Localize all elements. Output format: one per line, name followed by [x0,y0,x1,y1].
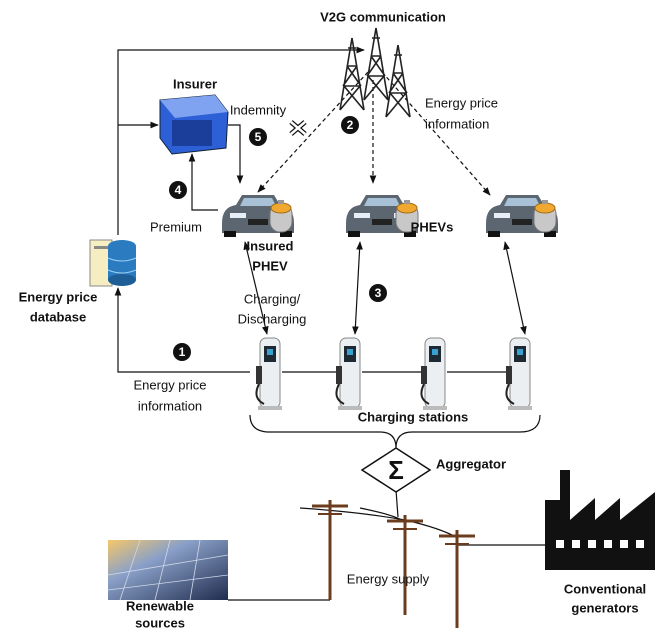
label: Renewable [126,598,194,613]
label: Conventional [564,581,646,596]
insurer-icon [159,94,229,155]
label: Discharging [238,311,307,326]
step-badge: 5 [249,128,267,146]
poles [310,498,477,628]
label: Premium [150,219,202,234]
solar-panels [108,540,228,600]
label: Charging stations [358,409,469,424]
label: information [138,398,202,413]
factory-windows [556,540,644,548]
badge-circle [169,181,187,199]
badge-circle [249,128,267,146]
label: Aggregator [436,456,506,471]
database-icon [89,239,137,287]
badge-number: 3 [375,286,382,300]
label: Indemnity [230,102,287,117]
step-badge: 1 [173,343,191,361]
label: sources [135,615,185,628]
step-badge: 2 [341,116,359,134]
label: Energy price [19,289,98,304]
solar-grid [107,539,229,601]
label: V2G communication [320,9,446,24]
label: Insured [247,238,294,253]
cross [290,121,306,135]
step-badge: 3 [369,284,387,302]
svg-text:Σ: Σ [388,455,404,485]
aggregator-icon: Σ [360,447,432,493]
badge-circle [173,343,191,361]
label: Charging/ [244,291,301,306]
step-badge: 4 [169,181,187,199]
cars [222,195,558,237]
label: Energy price [134,377,207,392]
label: Energy price [425,95,498,110]
badge-number: 5 [255,130,262,144]
badge-circle [341,116,359,134]
badge-circle [369,284,387,302]
towers [339,27,411,118]
badge-number: 1 [179,345,186,359]
badge-number: 4 [175,183,182,197]
label: information [425,116,489,131]
label: Insurer [173,76,217,91]
label: database [30,309,86,324]
label: generators [571,600,638,615]
label: PHEVs [411,219,454,234]
label: Energy supply [347,571,430,586]
label: PHEV [252,258,288,273]
factory [545,470,655,570]
chargers [255,337,533,411]
badge-number: 2 [347,118,354,132]
